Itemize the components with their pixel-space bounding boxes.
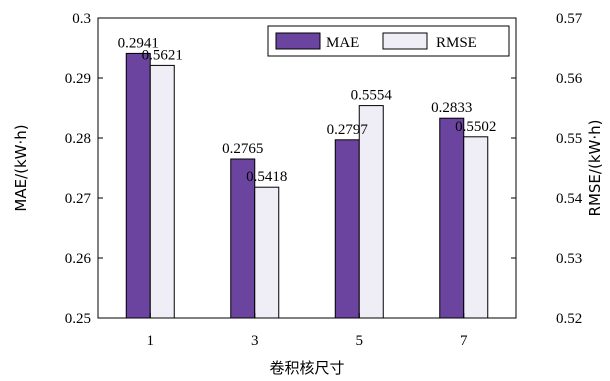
bar-mae-7: [439, 117, 465, 319]
data-label-mae: 0.2765: [222, 141, 263, 157]
x-tick-label: 5: [356, 333, 364, 349]
plot-frame: [97, 17, 517, 319]
bar-rmse-3: [254, 186, 280, 319]
bar-rmse-7: [463, 136, 489, 319]
left-axis-title: MAE/(kW·h): [12, 124, 30, 211]
bar-mae-5: [334, 139, 360, 319]
bars-layer: [125, 52, 489, 319]
right-tick-label: 0.57: [556, 11, 583, 27]
x-tick-label: 1: [147, 333, 155, 349]
left-tick-label: 0.26: [65, 251, 92, 267]
bar-rmse-1: [149, 64, 175, 319]
left-tick-label: 0.27: [65, 191, 92, 207]
data-label-rmse: 0.5554: [351, 88, 393, 104]
left-tick-label: 0.28: [65, 131, 91, 147]
legend-label-mae: MAE: [326, 35, 359, 51]
x-tick-label: 7: [460, 333, 468, 349]
data-label-mae: 0.2941: [118, 35, 159, 51]
right-tick-label: 0.56: [556, 71, 583, 87]
right-tick-label: 0.54: [556, 191, 583, 207]
right-axis: 0.52 0.53 0.54 0.55 0.56 0.57: [511, 11, 583, 327]
x-tick-label: 3: [251, 333, 259, 349]
data-label-rmse: 0.5502: [455, 119, 496, 135]
left-tick-label: 0.29: [65, 71, 91, 87]
legend-swatch-mae: [275, 32, 321, 50]
legend-label-rmse: RMSE: [436, 35, 477, 51]
right-tick-label: 0.53: [556, 251, 582, 267]
x-axis: 1 3 5 7: [147, 313, 468, 349]
left-axis: 0.25 0.26 0.27 0.28 0.29 0.3: [65, 11, 103, 327]
data-label-rmse: 0.5418: [246, 169, 287, 185]
right-tick-label: 0.55: [556, 131, 582, 147]
data-label-mae: 0.2833: [431, 100, 472, 116]
right-axis-title: RMSE/(kW·h): [586, 120, 604, 217]
bar-mae-1: [125, 52, 151, 319]
x-axis-title: 卷积核尺寸: [269, 359, 344, 377]
left-tick-label: 0.25: [65, 311, 91, 327]
legend: MAE RMSE: [267, 25, 510, 57]
bar-mae-3: [230, 158, 256, 319]
data-label-mae: 0.2797: [327, 122, 369, 138]
bar-rmse-5: [358, 105, 384, 319]
data-label-rmse: 0.5621: [142, 47, 183, 63]
right-tick-label: 0.52: [556, 311, 582, 327]
legend-swatch-rmse: [382, 32, 428, 50]
left-tick-label: 0.3: [72, 11, 91, 27]
